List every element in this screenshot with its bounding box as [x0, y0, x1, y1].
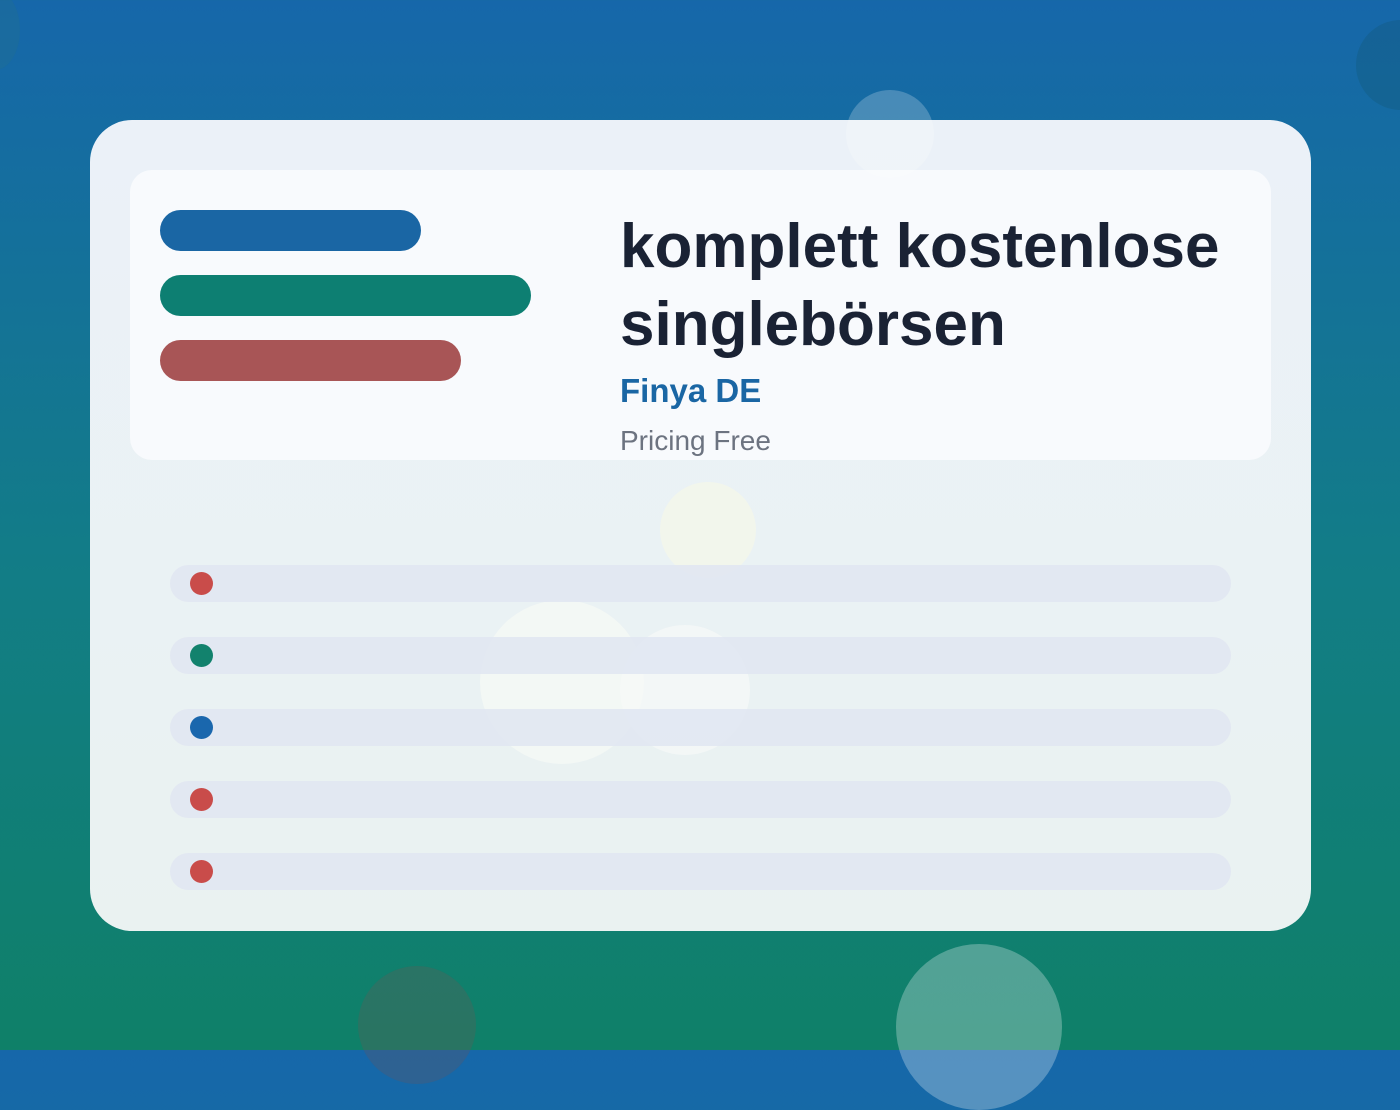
page-title: komplett kostenlose singlebörsen: [620, 212, 1220, 359]
decorative-bar-red: [160, 340, 461, 381]
bullet-dot-icon: [190, 788, 213, 811]
decorative-bar-blue: [160, 210, 421, 251]
list-item: [170, 781, 1231, 818]
bullet-dot-icon: [190, 572, 213, 595]
decorative-bubble: [660, 482, 756, 578]
background-bubble: [1356, 20, 1400, 110]
list-item: [170, 853, 1231, 890]
list-item: [170, 637, 1231, 674]
list-item: [170, 565, 1231, 602]
bullet-dot-icon: [190, 644, 213, 667]
site-name: Finya DE: [620, 372, 762, 409]
background-bubble: [846, 90, 934, 178]
list-item: [170, 709, 1231, 746]
pricing-label: Pricing Free: [620, 425, 771, 456]
background-bubble: [896, 944, 1062, 1110]
bullet-dot-icon: [190, 860, 213, 883]
hero-panel: komplett kostenlose singlebörsen Finya D…: [130, 170, 1271, 460]
background-bubble: [0, 0, 20, 70]
decorative-bar-green: [160, 275, 531, 316]
background-bubble: [358, 966, 476, 1084]
content-card: komplett kostenlose singlebörsen Finya D…: [90, 120, 1311, 931]
bullet-dot-icon: [190, 716, 213, 739]
